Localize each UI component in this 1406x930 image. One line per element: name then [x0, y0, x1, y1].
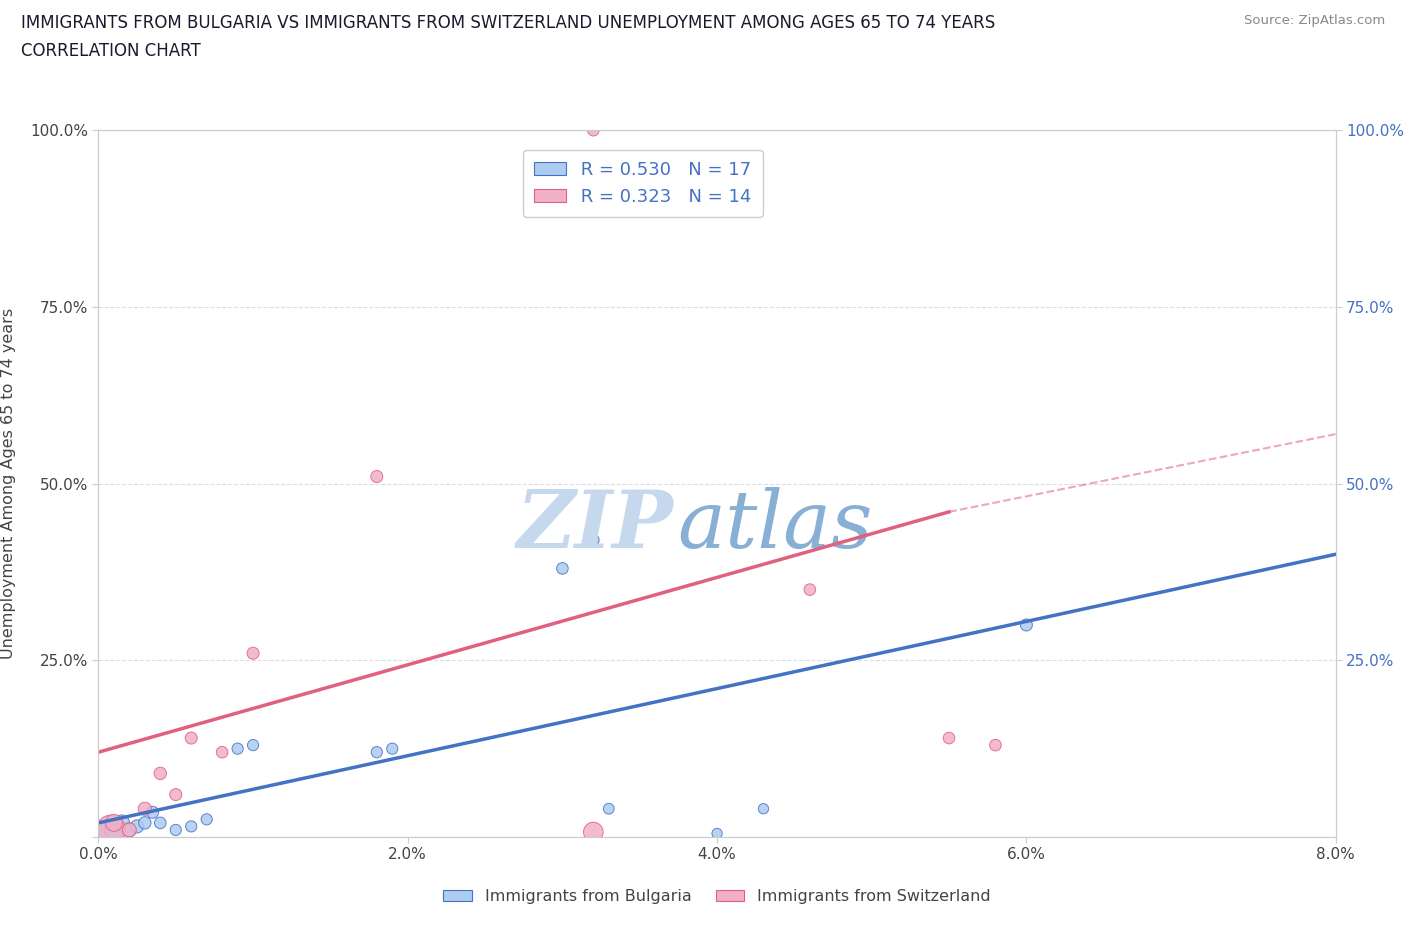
Point — [598, 802, 620, 817]
Point — [111, 816, 134, 830]
Point — [142, 804, 165, 819]
Point — [165, 787, 187, 802]
Text: Source: ZipAtlas.com: Source: ZipAtlas.com — [1244, 14, 1385, 27]
Point — [149, 816, 172, 830]
Point — [118, 822, 141, 837]
Point — [118, 822, 141, 837]
Point — [706, 826, 728, 841]
Text: IMMIGRANTS FROM BULGARIA VS IMMIGRANTS FROM SWITZERLAND UNEMPLOYMENT AMONG AGES : IMMIGRANTS FROM BULGARIA VS IMMIGRANTS F… — [21, 14, 995, 32]
Point — [100, 822, 122, 837]
Text: CORRELATION CHART: CORRELATION CHART — [21, 42, 201, 60]
Point — [134, 816, 156, 830]
Point — [799, 582, 821, 597]
Point — [195, 812, 218, 827]
Point — [984, 737, 1007, 752]
Point — [551, 561, 574, 576]
Point — [100, 826, 122, 841]
Point — [226, 741, 249, 756]
Point — [1015, 618, 1038, 632]
Point — [242, 645, 264, 660]
Point — [366, 745, 388, 760]
Point — [180, 731, 202, 746]
Point — [582, 825, 605, 840]
Point — [582, 123, 605, 138]
Point — [127, 819, 149, 834]
Point — [211, 745, 233, 760]
Point — [180, 819, 202, 834]
Point — [582, 533, 605, 548]
Y-axis label: Unemployment Among Ages 65 to 74 years: Unemployment Among Ages 65 to 74 years — [1, 308, 15, 659]
Point — [149, 766, 172, 781]
Legend: Immigrants from Bulgaria, Immigrants from Switzerland: Immigrants from Bulgaria, Immigrants fro… — [437, 883, 997, 910]
Point — [134, 802, 156, 817]
Point — [938, 731, 960, 746]
Point — [752, 802, 775, 817]
Point — [242, 737, 264, 752]
Point — [381, 741, 404, 756]
Point — [103, 822, 125, 837]
Text: atlas: atlas — [678, 487, 873, 565]
Point — [103, 816, 125, 830]
Point — [366, 469, 388, 484]
Point — [165, 822, 187, 837]
Text: ZIP: ZIP — [517, 487, 673, 565]
